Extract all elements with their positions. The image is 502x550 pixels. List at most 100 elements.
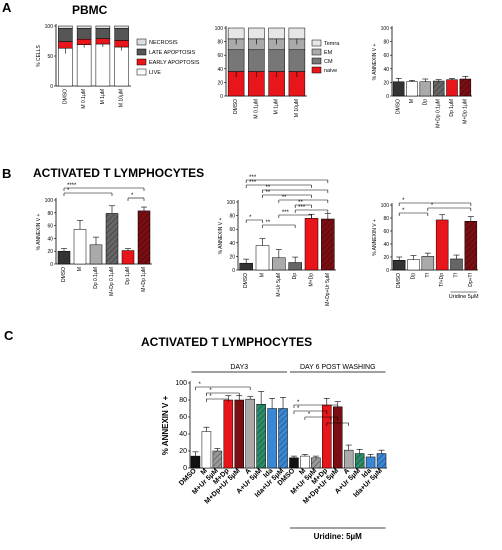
a1-y-tick-label: 0 [50,84,53,90]
b3-category-label: Tf+Dp [439,273,445,287]
a1-bar-necrosis [76,25,92,29]
c1-bar [300,455,310,469]
c1-significance-label: * [297,400,300,406]
a2-bar-temra [248,27,265,40]
b3-category-label: DMSO [396,273,402,288]
a2-y-tick-label: 80 [217,40,223,46]
a1-bar-late-apoptosis [76,28,92,40]
c1-bar [267,408,277,469]
b1-y-tick-label: 20 [47,249,53,255]
b2-y-tick-label: 80 [229,214,235,220]
a1-bar-early-apoptosis [95,38,111,45]
a1-y-tick-label: 100 [45,24,54,30]
b1-bar [73,229,87,265]
b2-significance-label: ** [266,220,271,226]
b3-category-label: Tf [454,272,460,277]
b1-bar-hatch [106,213,118,264]
a2-bar-cm [227,49,245,72]
c1-category-label: DMSO [178,467,198,487]
a3-bar [392,81,405,97]
a3-category-label: M+Dp 0.1µM [436,99,442,128]
b1-y-axis-label: % ANNEXIN V + [36,214,42,251]
b3-bar [435,219,449,271]
a1-y-axis-label: % CELLS [36,45,42,67]
c1-significance-label: * [209,388,212,394]
c1-bar [322,404,332,469]
b2-bar [272,257,286,271]
c1-bar [289,457,299,469]
a3-y-tick-label: 60 [383,53,389,59]
a2-category-label: M 10µM [294,99,300,117]
a2-legend-swatch [311,66,322,74]
a3-y-axis-label: % ANNEXIN V + [372,44,378,81]
c1-category-label: A [244,467,253,476]
a1-bar-live [95,43,111,87]
a2-y-tick-label: 0 [220,94,223,100]
b2-y-tick-label: 20 [229,254,235,260]
b2-significance-label: ** [282,195,287,201]
c1-bar-hatch [278,408,288,468]
b1-category-label: Dp 1µM [125,267,131,285]
b1-significance-label: * [131,193,134,199]
b2-y-tick-label: 0 [232,268,235,274]
b1-y-tick-label: 60 [47,224,53,230]
a1-bar-necrosis [58,25,73,29]
a1-bar-early-apoptosis [58,41,73,49]
b3-significance-label: * [402,208,405,214]
panel-b-title: ACTIVATED T LYMPHOCYTES [33,166,204,180]
b2-y-tick-label: 40 [229,241,235,247]
b3-bar [450,258,463,271]
c1-bar [234,399,244,469]
a3-y-tick-label: 20 [383,80,389,86]
a2-y-tick-label: 40 [217,67,223,73]
b2-y-tick-label: 60 [229,227,235,233]
a3-bar [446,79,458,97]
a1-category-label: M 0.1µM [81,89,87,109]
c1-bar-hatch [212,451,222,468]
c1-y-tick-label: 80 [179,397,187,404]
b1-category-label: DMSO [61,267,67,282]
a3-category-label: Dp [422,99,428,106]
c1-bar-hatch [355,453,365,468]
b3-y-tick-label: 100 [381,203,390,209]
b1-y-tick-label: 100 [45,198,54,204]
b1-category-label: M+Dp 1µM [141,267,147,292]
a3-category-label: Dp 1µM [449,99,455,117]
c1-group-label: DAY 6 POST WASHING [300,364,376,371]
a2-bar-cm [248,49,265,72]
b1-significance-label: * [67,188,70,194]
b3-group-label: Uridine 5µM [449,294,479,300]
a2-legend-label: naive [324,68,337,74]
a2-legend-label: Temra [324,41,340,47]
b2-significance-label: *** [249,180,257,186]
c1-bar [223,399,234,469]
panel-letter-c: C [4,328,14,343]
a1-legend-swatch [136,38,147,46]
a1-bar-early-apoptosis [76,38,92,45]
c1-significance-label: * [297,406,300,412]
a2-legend-label: CM [324,59,333,65]
a1-bar-late-apoptosis [114,28,129,41]
b2-bar [304,218,319,271]
a3-bar [419,81,432,97]
c1-bar [245,398,255,469]
b3-category-label: Tf [425,272,431,277]
a2-y-tick-label: 60 [217,53,223,59]
a1-bar-live [58,47,73,87]
b2-category-label: M [260,273,266,277]
b2-bar [255,245,270,271]
b1-bar-hatch [138,210,150,264]
panel-letter-b: B [2,166,11,181]
a2-bar-temra [268,27,285,40]
a1-bar-early-apoptosis [114,40,129,48]
a2-y-tick-label: 20 [217,80,223,86]
panel-a-title: PBMC [72,3,108,17]
b2-category-label: DMSO [243,273,249,288]
b2-significance-label: *** [298,205,306,211]
c1-y-tick-label: 100 [175,380,187,387]
a1-legend-label: LIVE [149,70,161,76]
a3-category-label: DMSO [396,99,402,114]
b2-bar [288,262,302,271]
c1-significance-label: * [209,394,212,400]
